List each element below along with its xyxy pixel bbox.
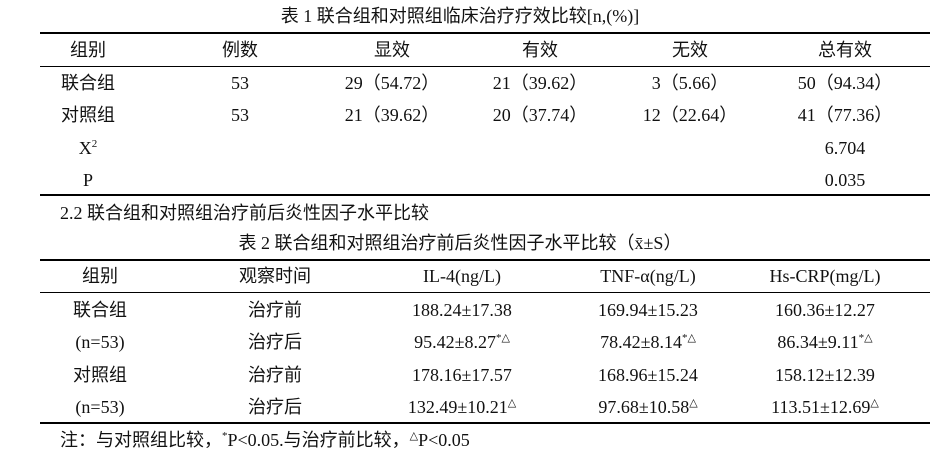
table-cell: 53 <box>231 105 249 125</box>
cell-text: 86.34±9.11 <box>777 332 859 352</box>
table-cell: 21（39.62） <box>492 73 588 93</box>
table-cell: 21（39.62） <box>344 105 440 125</box>
superscript: *△ <box>495 332 510 344</box>
table-cell: 20（37.74） <box>492 105 588 125</box>
rule <box>40 32 930 34</box>
table-cell: (n=53) <box>75 397 125 417</box>
rule <box>40 422 930 424</box>
column-header: 有效 <box>522 40 558 60</box>
table-cell: 治疗后 <box>248 397 302 417</box>
table-cell: 联合组 <box>61 73 115 93</box>
table-cell: 对照组 <box>73 365 127 385</box>
table-cell: X2 <box>79 138 98 158</box>
cell-text: 95.42±8.27 <box>414 332 496 352</box>
superscript: △ <box>507 397 517 409</box>
note-text: P<0.05 <box>418 430 470 450</box>
cell-text: 113.51±12.69 <box>771 397 871 417</box>
superscript: △ <box>409 430 419 442</box>
column-header: IL-4(ng/L) <box>423 266 501 286</box>
column-header: 显效 <box>374 40 410 60</box>
table-cell: 86.34±9.11*△ <box>777 332 872 352</box>
table-cell: P <box>82 170 94 190</box>
column-header: 组别 <box>70 40 106 60</box>
table-cell: 113.51±12.69△ <box>771 397 879 417</box>
column-header: 总有效 <box>818 40 872 60</box>
cell-text: 132.49±10.21 <box>407 397 508 417</box>
table-cell: 168.96±15.24 <box>598 365 698 385</box>
table-cell: 95.42±8.27*△ <box>414 332 510 352</box>
column-header: TNF-α(ng/L) <box>600 266 696 286</box>
column-header: 组别 <box>82 266 118 286</box>
rule <box>40 259 930 261</box>
superscript: △ <box>689 397 698 409</box>
table-cell: 联合组 <box>73 300 127 320</box>
table-title: 表 1 联合组和对照组临床治疗疗效比较[n,(%)] <box>280 6 640 26</box>
column-header: 例数 <box>222 40 258 60</box>
rule <box>40 194 930 196</box>
note-text: P<0.05.与治疗前比较， <box>227 430 410 450</box>
table-cell: 178.16±17.57 <box>412 365 512 385</box>
table-cell: 29（54.72） <box>344 73 440 93</box>
superscript: △ <box>870 397 879 409</box>
table-cell: (n=53) <box>75 332 125 352</box>
cell-text: 97.68±10.58 <box>598 397 690 417</box>
section-heading: 2.2 联合组和对照组治疗前后炎性因子水平比较 <box>60 203 429 223</box>
table-cell: 12（22.64） <box>642 105 738 125</box>
note-text: 注：与对照组比较， <box>60 430 222 450</box>
table-cell: 97.68±10.58△ <box>598 397 697 417</box>
cell-text: 78.42±8.14 <box>600 332 682 352</box>
table-cell: 治疗前 <box>248 365 302 385</box>
cell-text: X <box>78 138 92 158</box>
table-cell: 治疗前 <box>248 300 302 320</box>
footnote: 注：与对照组比较，*P<0.05.与治疗前比较，△P<0.05 <box>60 430 470 450</box>
superscript: * <box>222 430 228 442</box>
table-cell: 3（5.66） <box>651 73 729 93</box>
table-cell: 158.12±12.39 <box>775 365 875 385</box>
rule <box>40 66 930 67</box>
table-cell: 6.704 <box>824 138 866 158</box>
table-cell: 41（77.36） <box>797 105 893 125</box>
column-header: 观察时间 <box>239 266 311 286</box>
table-cell: 0.035 <box>824 170 866 190</box>
superscript: 2 <box>91 138 98 150</box>
table-cell: 50（94.34） <box>797 73 893 93</box>
rule <box>40 292 930 293</box>
table-cell: 169.94±15.23 <box>598 300 698 320</box>
table-cell: 78.42±8.14*△ <box>600 332 696 352</box>
superscript: *△ <box>681 332 696 344</box>
table-cell: 53 <box>231 73 249 93</box>
table-cell: 对照组 <box>61 105 115 125</box>
column-header: 无效 <box>672 40 708 60</box>
table-cell: 132.49±10.21△ <box>408 397 516 417</box>
table-title: 表 2 联合组和对照组治疗前后炎性因子水平比较（x̄±S） <box>238 233 682 253</box>
table-cell: 188.24±17.38 <box>412 300 512 320</box>
table-cell: 治疗后 <box>248 332 302 352</box>
table-cell: 160.36±12.27 <box>775 300 875 320</box>
superscript: *△ <box>858 332 873 344</box>
column-header: Hs-CRP(mg/L) <box>769 266 881 286</box>
